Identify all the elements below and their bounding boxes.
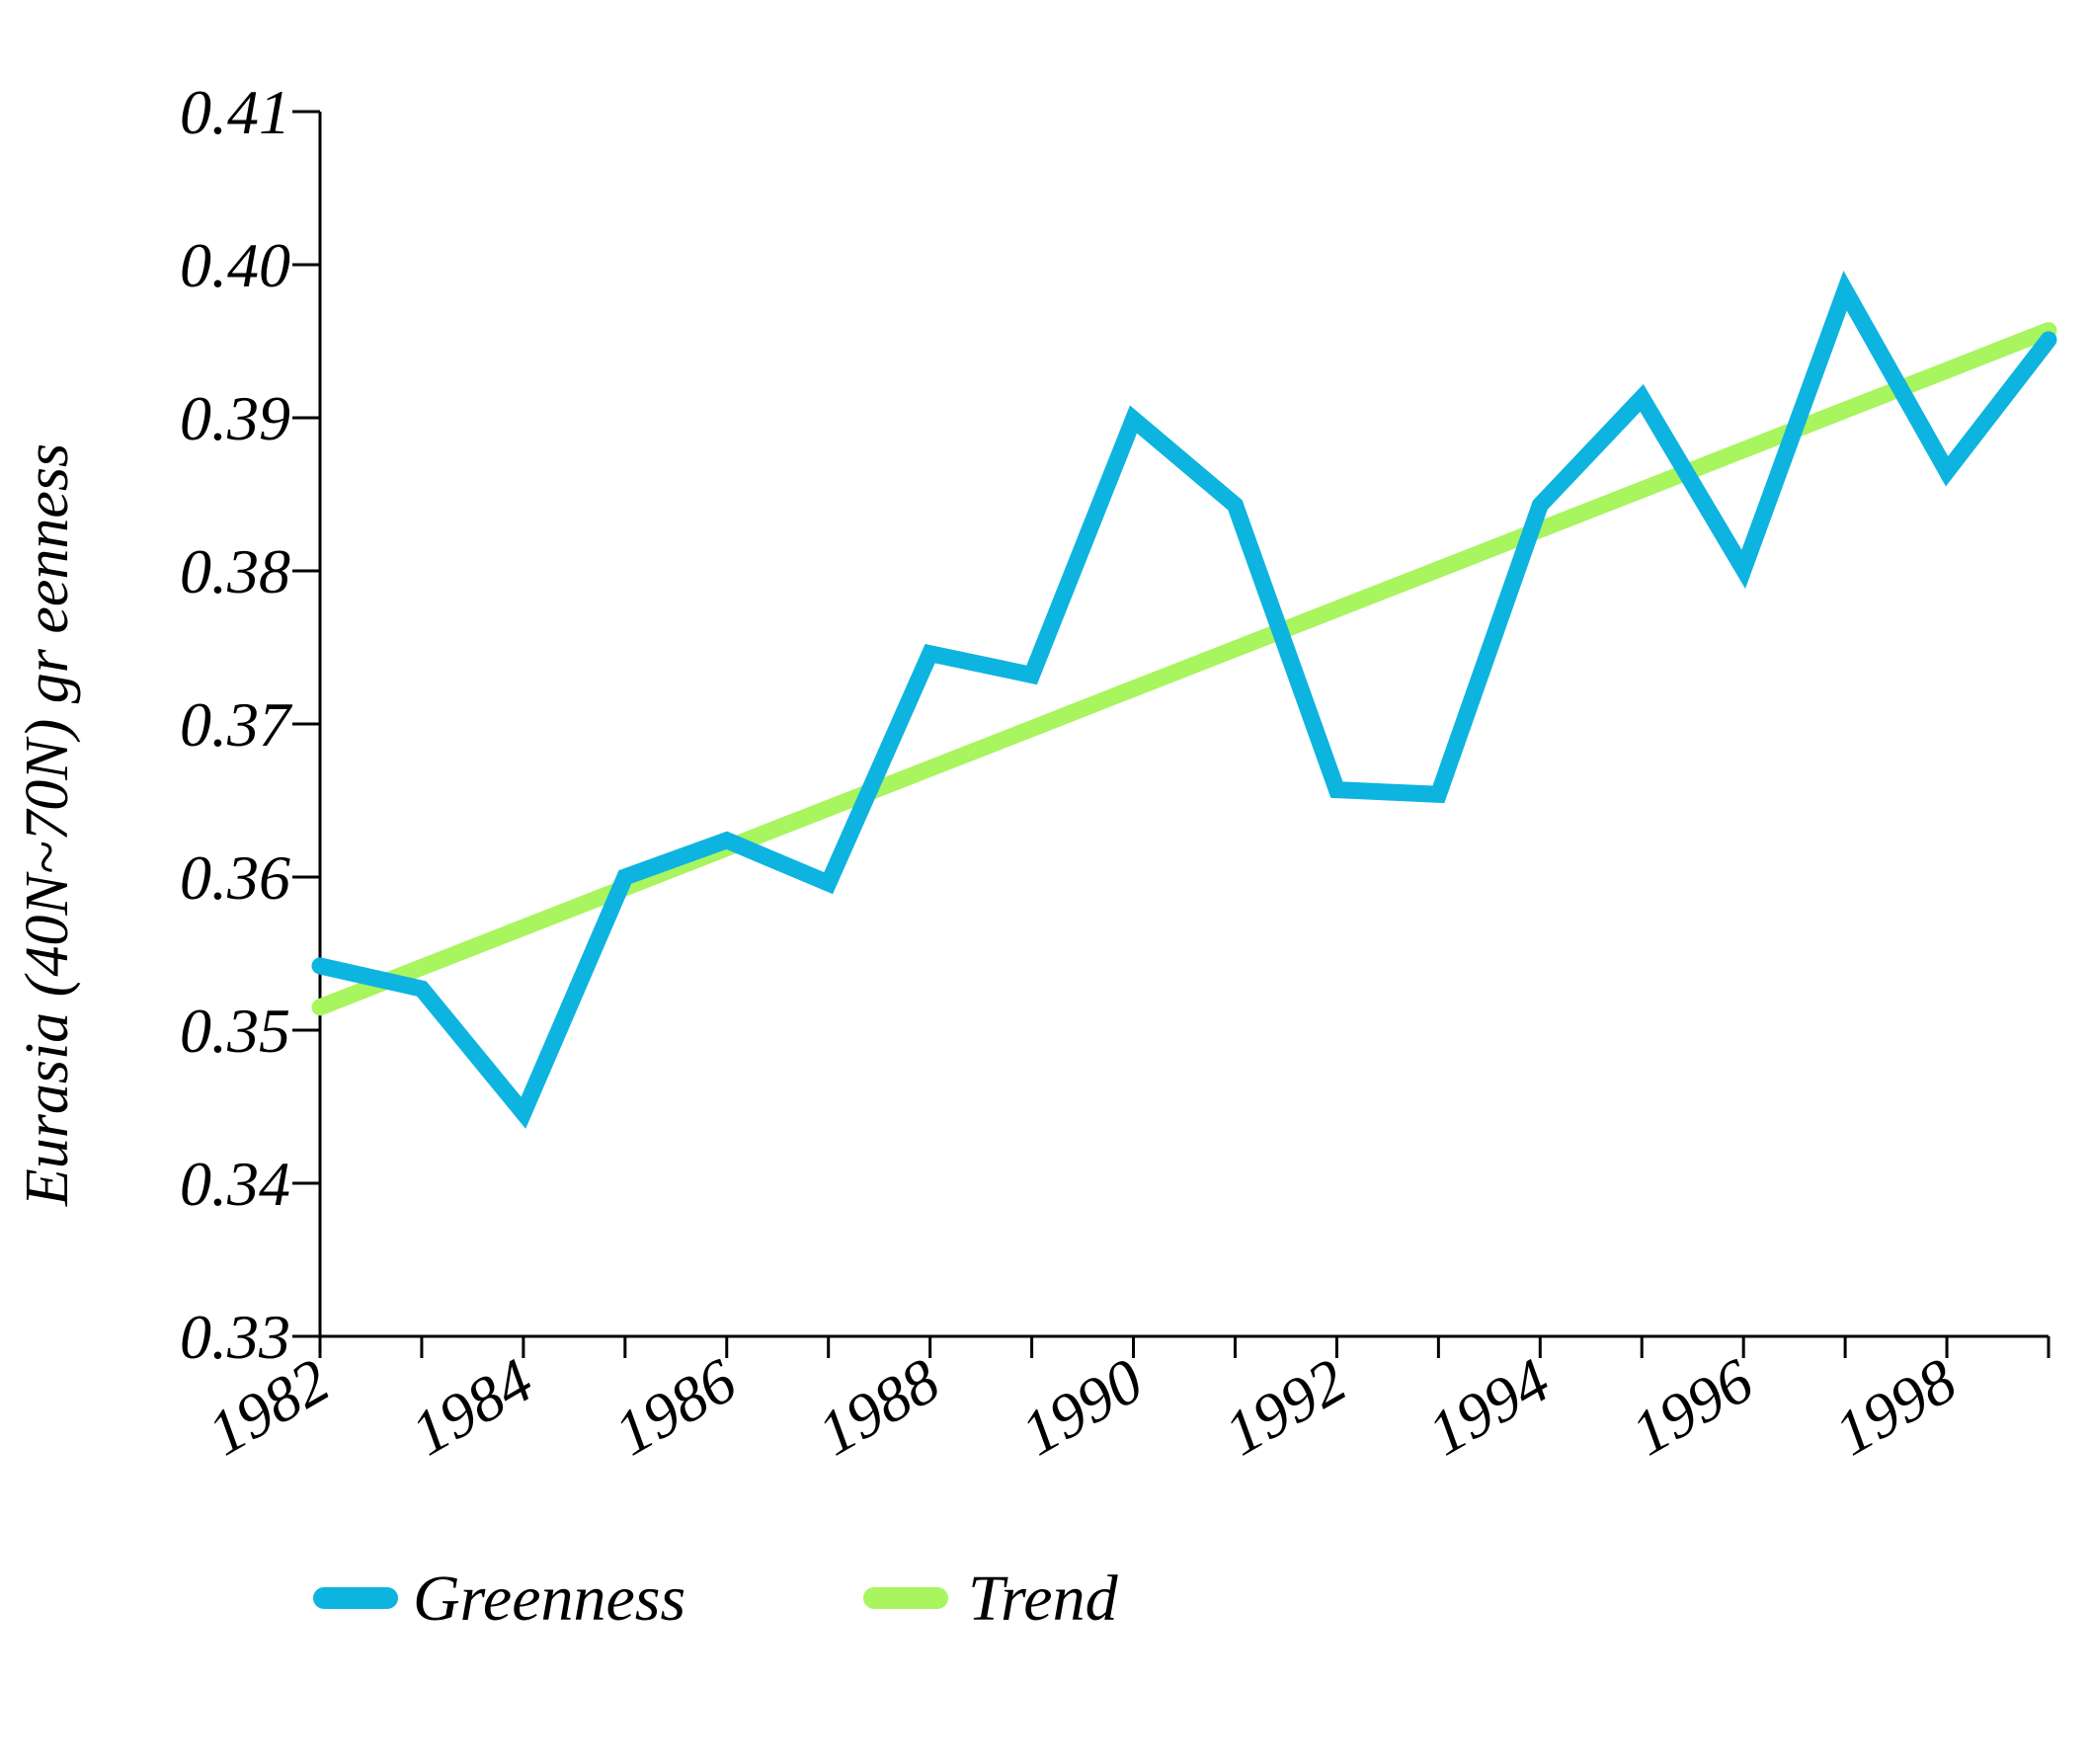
x-tick-label: 1986	[603, 1345, 747, 1469]
x-tick-label: 1988	[806, 1345, 950, 1469]
x-tick-label: 1996	[1620, 1345, 1764, 1469]
y-tick-label: 0.36	[180, 842, 290, 913]
y-tick-label: 0.33	[180, 1302, 290, 1372]
axes: 0.330.340.350.360.370.380.390.400.411982…	[180, 77, 2051, 1469]
legend-label-greenness: Greenness	[413, 1563, 685, 1635]
y-tick-label: 0.41	[180, 77, 290, 147]
series-layer	[311, 271, 2057, 1129]
x-tick-label: 1990	[1009, 1345, 1154, 1469]
x-tick-label: 1998	[1823, 1345, 1968, 1469]
y-tick-label: 0.35	[180, 996, 290, 1066]
y-tick-label: 0.34	[180, 1149, 290, 1219]
y-tick-label: 0.38	[180, 536, 290, 606]
series-line-greenness	[311, 271, 2057, 1129]
y-tick-label: 0.39	[180, 383, 290, 453]
x-tick-label: 1992	[1213, 1345, 1357, 1469]
y-axis-title: Eurasia (40N~70N) gr eenness	[14, 443, 81, 1207]
x-tick-label: 1984	[400, 1345, 544, 1469]
y-tick-label: 0.40	[180, 230, 290, 300]
y-tick-label: 0.37	[180, 689, 293, 760]
x-tick-label: 1994	[1416, 1345, 1561, 1469]
legend-label-trend: Trend	[968, 1563, 1119, 1635]
series-line-trend	[311, 322, 2057, 1016]
legend: Greenness Trend	[313, 1563, 1119, 1635]
